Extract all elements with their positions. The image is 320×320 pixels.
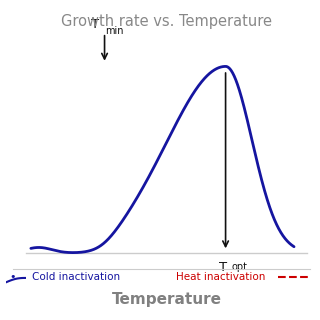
Text: Growth rate vs. Temperature: Growth rate vs. Temperature	[61, 14, 272, 29]
Text: Temperature: Temperature	[111, 292, 221, 307]
Text: T: T	[219, 260, 227, 274]
Text: opt: opt	[231, 262, 247, 272]
Text: min: min	[105, 26, 124, 36]
Text: Heat inactivation: Heat inactivation	[176, 272, 265, 282]
Text: •: •	[10, 272, 16, 282]
Text: T: T	[92, 18, 100, 31]
Text: Cold inactivation: Cold inactivation	[32, 272, 120, 282]
